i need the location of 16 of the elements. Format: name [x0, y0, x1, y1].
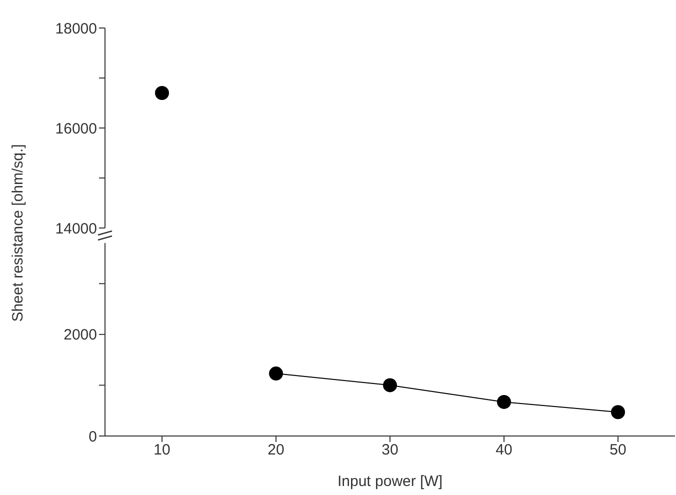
- y-tick-label: 2000: [64, 326, 97, 344]
- x-tick-label: 30: [382, 442, 398, 459]
- y-tick-label: 0: [88, 428, 97, 446]
- point: [383, 378, 397, 392]
- y-axis-title: Sheet resistance [ohm/sq.]: [10, 144, 26, 322]
- y-tick-label: 14000: [55, 220, 97, 238]
- x-tick-label: 10: [154, 442, 170, 459]
- point: [269, 366, 283, 381]
- x-axis-title: Input power [W]: [337, 473, 443, 490]
- point: [611, 405, 625, 420]
- x-tick-label: 50: [610, 442, 626, 459]
- x-tick-label: 40: [496, 442, 512, 459]
- point: [497, 394, 511, 409]
- x-tick-label: 20: [268, 442, 284, 459]
- y-tick-label: 16000: [55, 120, 97, 138]
- y-tick-label: 18000: [55, 20, 97, 38]
